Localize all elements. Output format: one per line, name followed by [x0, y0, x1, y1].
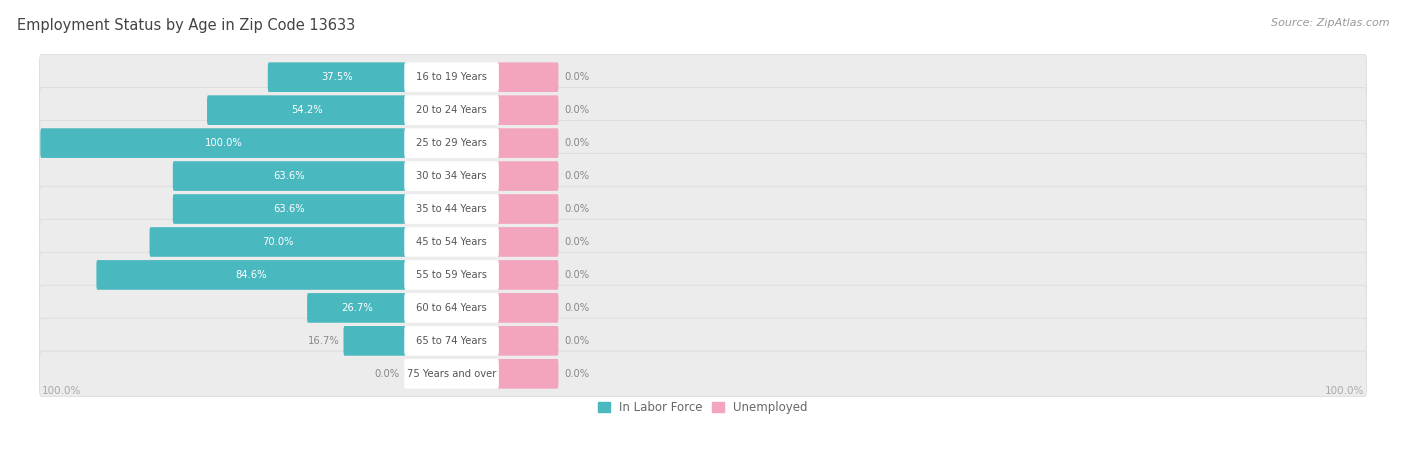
Text: 0.0%: 0.0% [564, 105, 589, 115]
FancyBboxPatch shape [496, 359, 558, 389]
FancyBboxPatch shape [39, 219, 1367, 265]
Text: 65 to 74 Years: 65 to 74 Years [416, 336, 486, 346]
FancyBboxPatch shape [405, 359, 499, 389]
FancyBboxPatch shape [39, 351, 1367, 396]
Text: 0.0%: 0.0% [564, 237, 589, 247]
FancyBboxPatch shape [39, 318, 1367, 364]
Text: 30 to 34 Years: 30 to 34 Years [416, 171, 486, 181]
FancyBboxPatch shape [41, 128, 406, 158]
Text: 45 to 54 Years: 45 to 54 Years [416, 237, 486, 247]
Text: 26.7%: 26.7% [340, 303, 373, 313]
Text: 63.6%: 63.6% [274, 204, 305, 214]
FancyBboxPatch shape [173, 194, 406, 224]
Text: 0.0%: 0.0% [564, 204, 589, 214]
FancyBboxPatch shape [496, 194, 558, 224]
Text: 55 to 59 Years: 55 to 59 Years [416, 270, 486, 280]
FancyBboxPatch shape [496, 260, 558, 290]
FancyBboxPatch shape [39, 87, 1367, 133]
Text: 16 to 19 Years: 16 to 19 Years [416, 72, 486, 82]
Text: 100.0%: 100.0% [204, 138, 242, 148]
FancyBboxPatch shape [405, 227, 499, 257]
FancyBboxPatch shape [39, 252, 1367, 298]
Text: 0.0%: 0.0% [564, 303, 589, 313]
Text: 0.0%: 0.0% [564, 138, 589, 148]
FancyBboxPatch shape [207, 95, 406, 125]
FancyBboxPatch shape [39, 153, 1367, 199]
FancyBboxPatch shape [496, 62, 558, 92]
Text: 60 to 64 Years: 60 to 64 Years [416, 303, 486, 313]
Text: 75 Years and over: 75 Years and over [406, 369, 496, 379]
Text: 16.7%: 16.7% [308, 336, 339, 346]
FancyBboxPatch shape [173, 161, 406, 191]
Text: 100.0%: 100.0% [41, 386, 80, 396]
Text: 70.0%: 70.0% [262, 237, 294, 247]
Text: 100.0%: 100.0% [1326, 386, 1365, 396]
FancyBboxPatch shape [496, 227, 558, 257]
FancyBboxPatch shape [307, 293, 406, 323]
Text: 0.0%: 0.0% [375, 369, 399, 379]
FancyBboxPatch shape [496, 326, 558, 356]
FancyBboxPatch shape [405, 260, 499, 290]
Text: 0.0%: 0.0% [564, 270, 589, 280]
FancyBboxPatch shape [496, 293, 558, 323]
Text: 20 to 24 Years: 20 to 24 Years [416, 105, 486, 115]
FancyBboxPatch shape [405, 161, 499, 191]
FancyBboxPatch shape [97, 260, 406, 290]
Text: 63.6%: 63.6% [274, 171, 305, 181]
FancyBboxPatch shape [496, 128, 558, 158]
Text: 35 to 44 Years: 35 to 44 Years [416, 204, 486, 214]
FancyBboxPatch shape [267, 62, 406, 92]
Text: 0.0%: 0.0% [564, 72, 589, 82]
Text: 0.0%: 0.0% [564, 336, 589, 346]
FancyBboxPatch shape [405, 62, 499, 92]
Legend: In Labor Force, Unemployed: In Labor Force, Unemployed [593, 396, 813, 419]
FancyBboxPatch shape [39, 55, 1367, 100]
Text: 25 to 29 Years: 25 to 29 Years [416, 138, 486, 148]
Text: 37.5%: 37.5% [321, 72, 353, 82]
FancyBboxPatch shape [39, 285, 1367, 331]
Text: 0.0%: 0.0% [564, 171, 589, 181]
FancyBboxPatch shape [405, 95, 499, 125]
FancyBboxPatch shape [405, 293, 499, 323]
FancyBboxPatch shape [405, 194, 499, 224]
FancyBboxPatch shape [405, 128, 499, 158]
FancyBboxPatch shape [496, 95, 558, 125]
Text: 54.2%: 54.2% [291, 105, 322, 115]
FancyBboxPatch shape [343, 326, 406, 356]
FancyBboxPatch shape [405, 326, 499, 356]
FancyBboxPatch shape [39, 120, 1367, 166]
Text: Employment Status by Age in Zip Code 13633: Employment Status by Age in Zip Code 136… [17, 18, 356, 33]
FancyBboxPatch shape [149, 227, 406, 257]
Text: 0.0%: 0.0% [564, 369, 589, 379]
Text: Source: ZipAtlas.com: Source: ZipAtlas.com [1271, 18, 1389, 28]
Text: 84.6%: 84.6% [236, 270, 267, 280]
FancyBboxPatch shape [496, 161, 558, 191]
FancyBboxPatch shape [39, 186, 1367, 232]
